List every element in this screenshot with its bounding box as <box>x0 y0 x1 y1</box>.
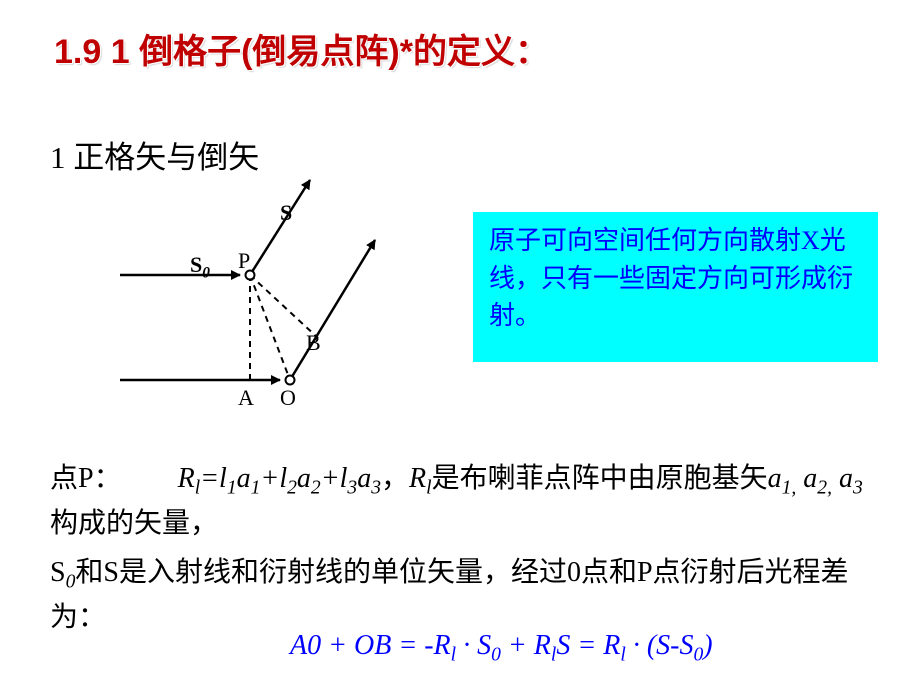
scattering-diagram: S S0 P B A O <box>120 170 420 420</box>
paragraph-point-p: 点P： Rl=l1a1+l2a2+l3a3，Rl是布喇菲点阵中由原胞基矢a1, … <box>50 458 880 545</box>
para2-s0: S0 <box>50 557 75 588</box>
section-title: 1.9 1 倒格子(倒易点阵)*的定义： <box>54 24 549 73</box>
comma: ， <box>381 463 409 494</box>
label-s: S <box>280 200 292 226</box>
para2-text: 和S是入射线和衍射线的单位矢量，经过0点和P点衍射后光程差为： <box>50 557 849 633</box>
paragraph-unit-vectors: S0和S是入射线和衍射线的单位矢量，经过0点和P点衍射后光程差为： <box>50 552 880 639</box>
label-s0: S0 <box>190 252 210 282</box>
para1-basis: a1, a2, a3 <box>768 463 863 494</box>
para1-rl: Rl <box>409 463 432 494</box>
note-box: 原子可向空间任何方向散射X光线，只有一些固定方向可形成衍射。 <box>473 212 878 362</box>
path-difference-formula: A0 + OB = -Rl · S0 + RlS = Rl · (S-S0) <box>290 630 713 667</box>
label-a: A <box>238 385 254 411</box>
label-b: B <box>306 330 321 356</box>
para1-rest1: 是布喇菲点阵中由原胞基矢 <box>432 463 768 494</box>
para1-formula: Rl=l1a1+l2a2+l3a3 <box>178 463 381 494</box>
label-p: P <box>238 248 250 274</box>
para1-prefix: 点P： <box>50 463 122 494</box>
diagram-svg <box>120 170 420 420</box>
para1-rest2: 构成的矢量， <box>50 508 218 539</box>
label-o: O <box>280 385 296 411</box>
